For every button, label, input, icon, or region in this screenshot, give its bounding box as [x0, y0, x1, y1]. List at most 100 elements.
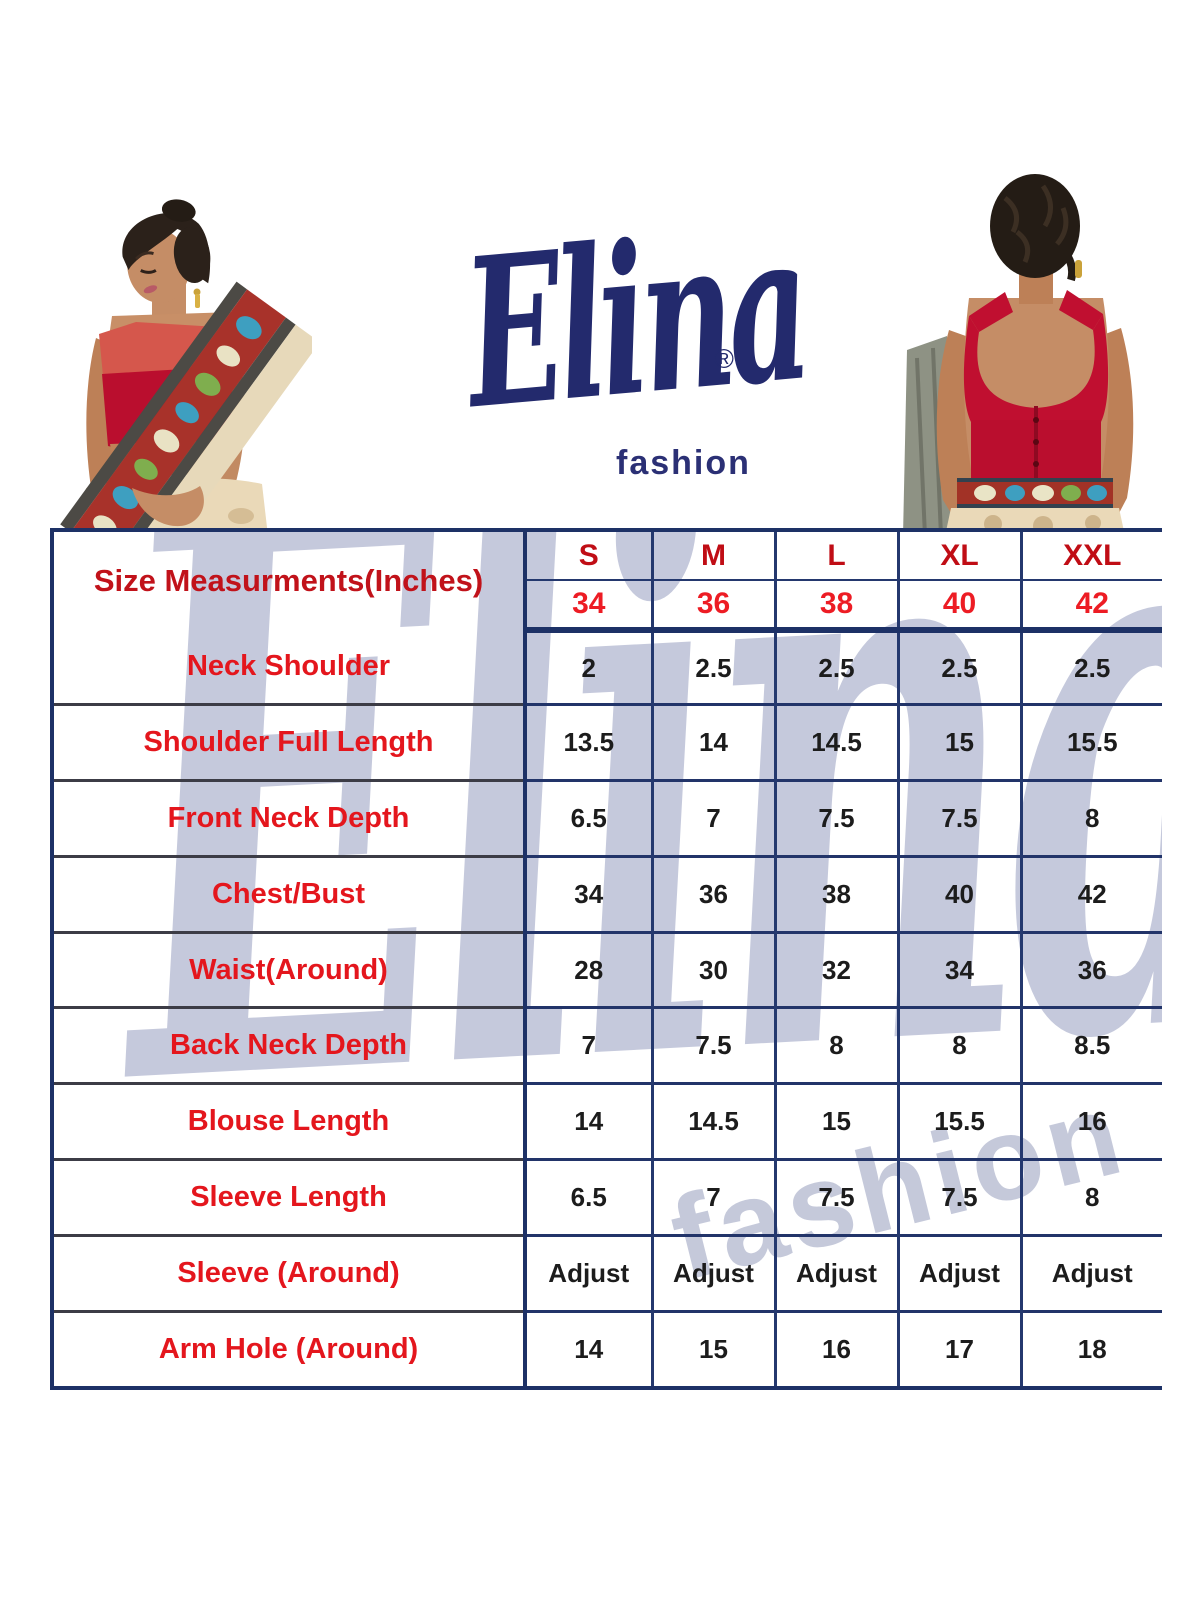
size-letter-row: Size Measurments(Inches) S M L XL XXL [50, 530, 1162, 630]
measurements-header-cell: Size Measurments(Inches) [50, 530, 527, 630]
hair-bun [161, 199, 196, 222]
back-earring [1075, 260, 1082, 278]
measurement-row: Shoulder Full Length 13.5 14 14.5 15 15.… [52, 703, 1162, 781]
size-number-cell: 42 [1019, 580, 1162, 633]
measurement-value: 15.5 [896, 1082, 1023, 1160]
measurement-value: 15 [773, 1082, 900, 1160]
measurement-value: Adjust [896, 1233, 1023, 1312]
measurement-value: 18 [1019, 1309, 1162, 1388]
model-front-photo [60, 199, 312, 536]
measurement-value: 2.5 [773, 630, 900, 705]
size-letter-cell: S [523, 530, 654, 581]
measurement-value: 15 [896, 703, 1023, 781]
measurement-value: 7 [650, 1158, 777, 1236]
measurement-row: Waist(Around) 28 30 32 34 36 [52, 930, 1162, 1008]
border-lotus [1005, 485, 1025, 501]
size-letter-cell: XXL [1019, 530, 1162, 581]
measurement-value: 16 [1019, 1082, 1162, 1160]
measurement-value: 38 [773, 854, 900, 933]
measurement-value: 14 [650, 703, 777, 781]
back-blouse-u-opening [963, 314, 1109, 422]
front-head [122, 199, 211, 303]
model-back-photo [903, 174, 1134, 536]
measurement-value: Adjust [523, 1233, 654, 1312]
measurement-row: Arm Hole (Around) 14 15 16 17 18 [52, 1309, 1162, 1388]
measurement-value: 8 [896, 1006, 1023, 1084]
measurement-value: 32 [773, 930, 900, 1008]
measurement-value: 14.5 [650, 1082, 777, 1160]
measurement-value: 7.5 [773, 1158, 900, 1236]
measurement-value: 7 [650, 779, 777, 857]
measurement-value: 8 [773, 1006, 900, 1084]
back-blouse-strap-right [1059, 290, 1103, 330]
size-number-cell: 34 [523, 580, 654, 633]
measurement-value: 40 [896, 854, 1023, 933]
front-earring [193, 288, 201, 296]
size-chart: Elina fashion Size Measurments(Inches) S… [50, 528, 1162, 1390]
measurement-value: 42 [1019, 854, 1162, 933]
front-earring-drop [195, 294, 200, 308]
measurement-value: 34 [896, 930, 1023, 1008]
measurement-value: 7.5 [773, 779, 900, 857]
size-letter-cell: XL [896, 530, 1023, 581]
size-letter-cell: M [650, 530, 777, 581]
measurement-value: 8 [1019, 779, 1162, 857]
size-table-body: Neck Shoulder 2 2.5 2.5 2.5 2.5 Shoulder… [52, 630, 1162, 1388]
skirt-motif [228, 508, 254, 524]
border-lotus [974, 485, 996, 501]
measurement-value: 13.5 [523, 703, 654, 781]
measurement-value: Adjust [650, 1233, 777, 1312]
measurement-value: 7 [523, 1006, 654, 1084]
measurement-value: 14 [523, 1082, 654, 1160]
registered-trademark-symbol: ® [714, 344, 734, 374]
measurement-label: Neck Shoulder [52, 630, 527, 705]
measurement-value: 2 [523, 630, 654, 705]
measurement-label: Waist(Around) [52, 930, 527, 1008]
measurement-label: Sleeve (Around) [52, 1233, 527, 1312]
border-lotus [1087, 485, 1107, 501]
measurement-label: Chest/Bust [52, 854, 527, 933]
measurement-row: Sleeve Length 6.5 7 7.5 7.5 8 [52, 1158, 1162, 1236]
saree-tail-texture [915, 347, 943, 536]
measurement-row: Back Neck Depth 7 7.5 8 8 8.5 [52, 1006, 1162, 1084]
braid-texture [1003, 184, 1069, 264]
measurement-label: Sleeve Length [52, 1158, 527, 1236]
lips [143, 285, 158, 294]
measurement-row: Chest/Bust 34 36 38 40 42 [52, 854, 1162, 933]
measurement-value: 6.5 [523, 1158, 654, 1236]
measurement-value: 8.5 [1019, 1006, 1162, 1084]
measurement-value: 36 [650, 854, 777, 933]
size-number-cell: 38 [773, 580, 900, 633]
measurement-row: Sleeve (Around) Adjust Adjust Adjust Adj… [52, 1233, 1162, 1312]
blouse-button [1033, 439, 1039, 445]
measurement-value: 2.5 [650, 630, 777, 705]
measurement-value: 8 [1019, 1158, 1162, 1236]
measurement-value: 15.5 [1019, 703, 1162, 781]
size-number-cell: 40 [896, 580, 1023, 633]
size-measurements-table: Size Measurments(Inches) S M L XL XXL 34… [50, 528, 1162, 1390]
brand-logo-wordmark: Elina [456, 186, 814, 456]
skirt-motif [1085, 515, 1101, 531]
measurement-value: 2.5 [896, 630, 1023, 705]
measurement-label: Front Neck Depth [52, 779, 527, 857]
blouse-button [1033, 461, 1039, 467]
measurement-value: 2.5 [1019, 630, 1162, 705]
hair-wisp [1061, 249, 1077, 282]
measurement-row: Blouse Length 14 14.5 15 15.5 16 [52, 1082, 1162, 1160]
measurement-value: 7.5 [896, 779, 1023, 857]
measurement-value: Adjust [1019, 1233, 1162, 1312]
back-hair [990, 174, 1080, 278]
size-letter-cell: L [773, 530, 900, 581]
blouse-button [1033, 417, 1039, 423]
eyebrow [135, 251, 154, 261]
measurement-value: 34 [523, 854, 654, 933]
measurement-value: 28 [523, 930, 654, 1008]
border-lotus [1032, 485, 1054, 501]
measurement-label: Blouse Length [52, 1082, 527, 1160]
measurement-value: 7.5 [650, 1006, 777, 1084]
measurement-value: 15 [650, 1309, 777, 1388]
measurement-label: Arm Hole (Around) [52, 1309, 527, 1388]
measurement-row: Front Neck Depth 6.5 7 7.5 7.5 8 [52, 779, 1162, 857]
measurement-value: Adjust [773, 1233, 900, 1312]
size-number-row: 34 36 38 40 42 [52, 580, 1162, 633]
